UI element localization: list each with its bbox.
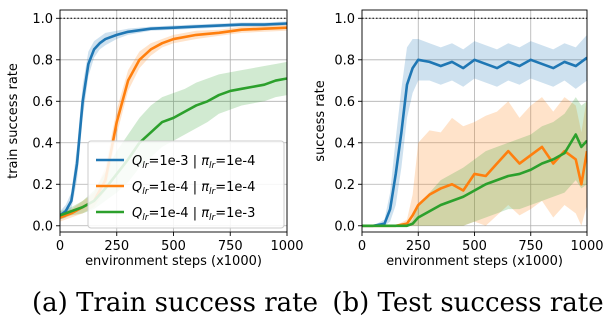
- legend-box: [87, 140, 285, 229]
- y-axis-label: success rate: [313, 80, 328, 161]
- x-tick-label: 250: [406, 239, 431, 254]
- y-tick-label: 0.2: [32, 178, 53, 193]
- panel-test-success: 0 250 500 750 1000 0.0 0.2 0.4 0.6 0.8 1.0 environm…: [313, 9, 604, 318]
- panel-train-success: 0 250 500 750 1000 0.0 0.2 0.4 0.6 0.8 1.0 environm…: [6, 9, 318, 318]
- series-group: [362, 34, 587, 228]
- series-1-confidence-band: [362, 97, 587, 226]
- y-axis-label: train success rate: [6, 63, 21, 179]
- legend-entry-2: Qlr=1e-4 | πlr=1e-3: [132, 206, 255, 223]
- series-2-confidence-band: [362, 97, 587, 226]
- y-tick-label: 0.8: [334, 53, 355, 68]
- panel-caption: (b) Test success rate: [332, 288, 603, 318]
- x-tick-label: 500: [161, 239, 186, 254]
- x-tick-label: 1000: [270, 239, 303, 254]
- legend-entry-1: Qlr=1e-4 | πlr=1e-4: [132, 180, 255, 197]
- series-0-line: [362, 56, 587, 228]
- x-axis-label: environment steps (x1000): [386, 254, 563, 269]
- y-tick-label: 0.4: [32, 136, 53, 151]
- panel-caption: (a) Train success rate: [32, 288, 318, 318]
- y-tick-label: 1.0: [334, 12, 355, 27]
- legend: Qlr=1e-3 | πlr=1e-4 Qlr=1e-4 | πlr=1e-4 Ql…: [87, 140, 285, 229]
- series-0-confidence-band: [362, 34, 587, 226]
- x-tick-label: 1000: [570, 239, 603, 254]
- x-axis-label: environment steps (x1000): [85, 254, 262, 269]
- series-2-line: [362, 133, 587, 228]
- y-tick-label: 0.6: [334, 95, 355, 110]
- y-tick-label: 0.0: [334, 219, 355, 234]
- legend-entry-0: Qlr=1e-3 | πlr=1e-4: [132, 154, 255, 171]
- series-0-line: [60, 22, 287, 217]
- y-tick-label: 0.6: [32, 95, 53, 110]
- series-1-confidence-band: [60, 24, 287, 222]
- y-tick-label: 0.8: [32, 53, 53, 68]
- y-tick-label: 0.2: [334, 178, 355, 193]
- y-tick-label: 0.4: [334, 136, 355, 151]
- x-tick-label: 0: [56, 239, 64, 254]
- x-tick-label: 250: [104, 239, 129, 254]
- x-tick-label: 0: [358, 239, 366, 254]
- y-tick-label: 1.0: [32, 12, 53, 27]
- y-tick-label: 0.0: [32, 219, 53, 234]
- x-tick-label: 750: [518, 239, 543, 254]
- x-tick-label: 500: [462, 239, 487, 254]
- x-tick-label: 750: [218, 239, 243, 254]
